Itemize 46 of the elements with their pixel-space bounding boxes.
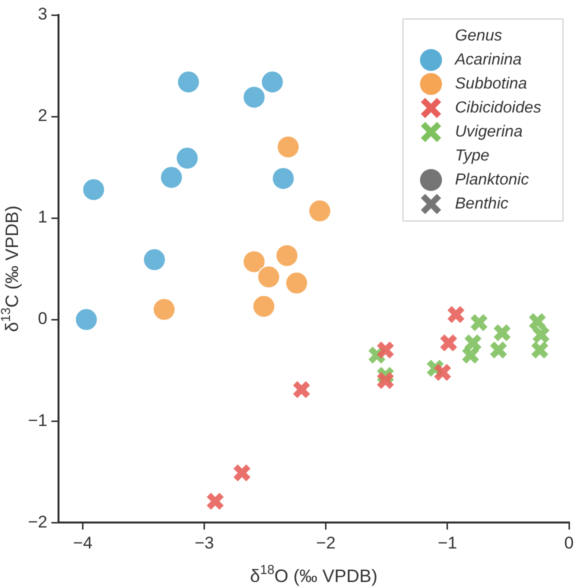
x-tick-label: 0 [564, 533, 574, 552]
legend-title: Genus [455, 27, 502, 44]
y-tick-label: −1 [28, 410, 48, 430]
x-tick-label: −2 [316, 533, 336, 552]
legend-label: Subbotina [455, 75, 528, 92]
point [232, 463, 252, 482]
point [260, 70, 284, 94]
legend-label: Acarinina [454, 51, 522, 68]
point [275, 244, 298, 268]
point [160, 166, 183, 189]
point [433, 362, 452, 382]
point [292, 380, 311, 399]
point [257, 265, 280, 288]
point [242, 250, 266, 274]
point [470, 313, 488, 332]
y-tick-label: 3 [38, 4, 48, 24]
x-tick-label: −3 [194, 533, 214, 552]
point [376, 371, 395, 390]
point [152, 298, 176, 321]
y-axis-title: δ13C (‰ VPDB) [0, 206, 22, 332]
y-tick-label: −2 [28, 512, 48, 532]
legend-label: Planktonic [455, 171, 529, 188]
legend-label: Benthic [455, 195, 508, 212]
point [439, 334, 458, 352]
point [142, 248, 166, 272]
point [176, 70, 200, 94]
legend-label: Cibicidoides [455, 99, 542, 116]
point [276, 135, 300, 158]
x-tick-label: −1 [438, 533, 458, 552]
point [206, 492, 225, 511]
point [272, 166, 295, 190]
y-tick-label: 0 [38, 309, 48, 328]
point [176, 146, 199, 170]
point [376, 340, 395, 360]
point [252, 294, 276, 318]
annotation: Type [455, 147, 490, 164]
point [308, 199, 332, 222]
y-tick-label: 2 [38, 106, 48, 126]
x-tick-label: −4 [73, 533, 92, 552]
point [285, 272, 308, 295]
point [242, 86, 266, 109]
point [446, 305, 466, 324]
legend-label: Uvigerina [455, 123, 523, 140]
point [82, 178, 106, 202]
point [74, 308, 98, 332]
y-tick-label: 1 [38, 208, 48, 227]
